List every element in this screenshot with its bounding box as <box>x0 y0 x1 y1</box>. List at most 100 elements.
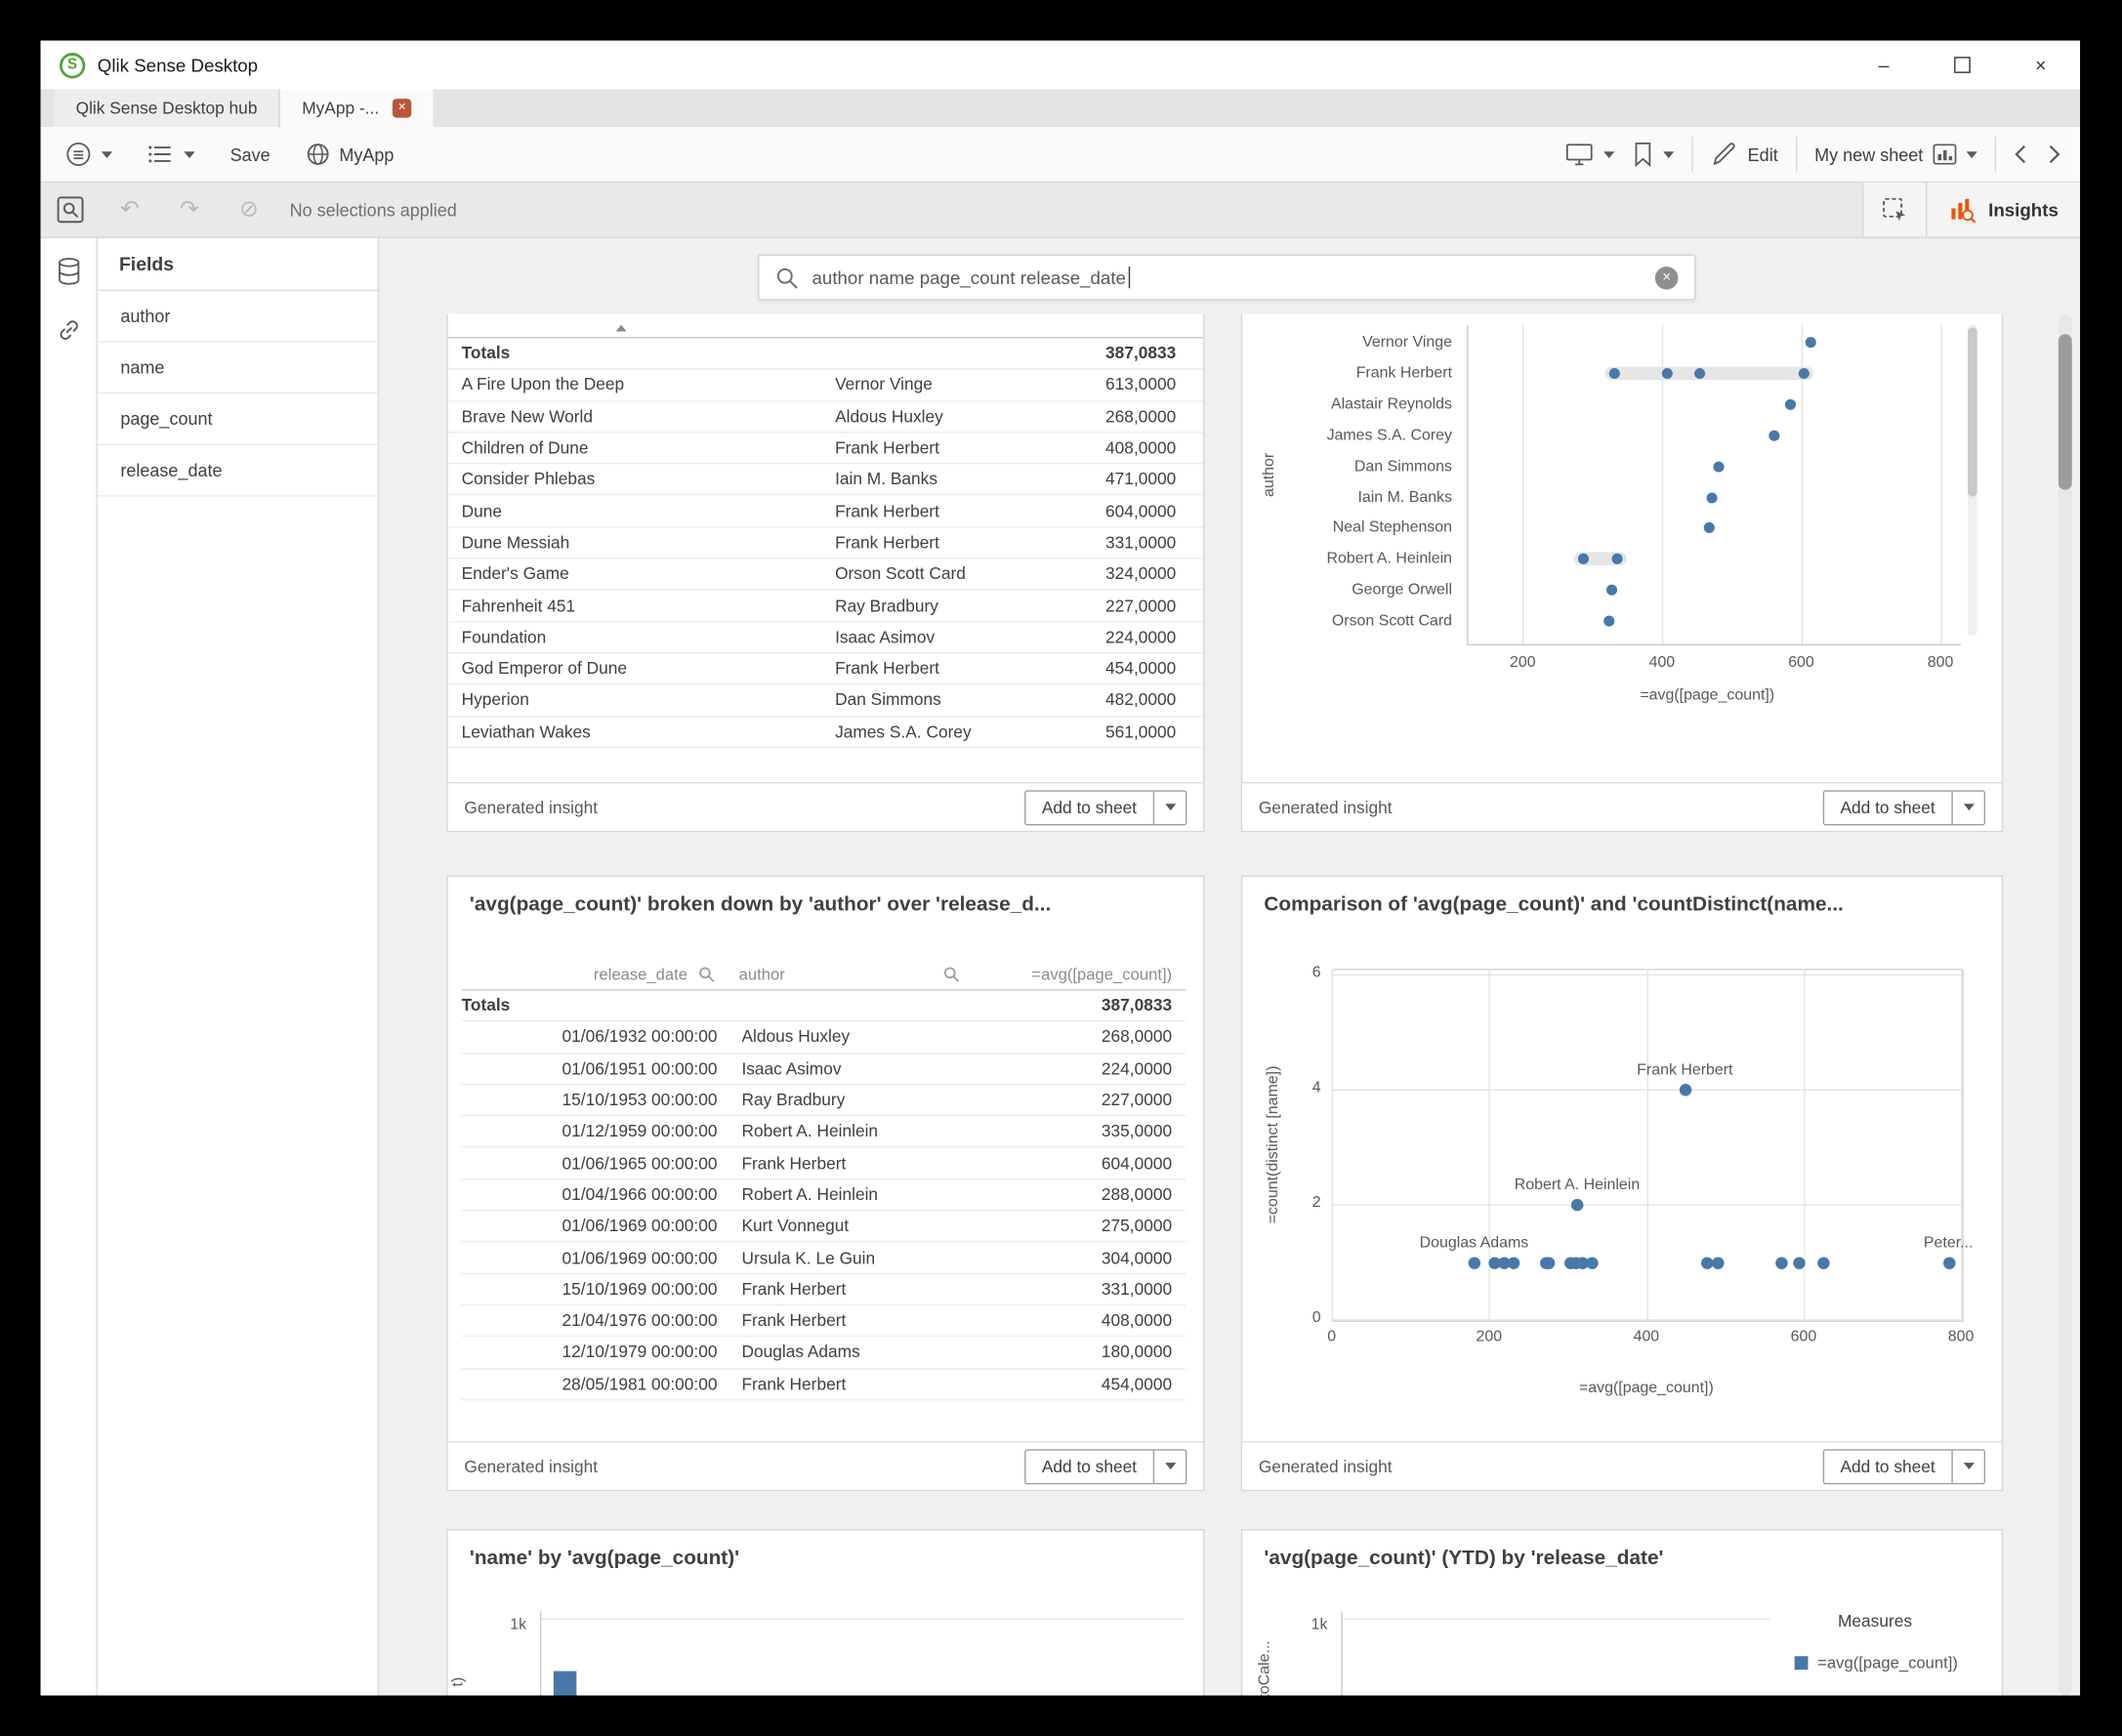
data-point[interactable] <box>1543 1256 1556 1269</box>
table-row[interactable]: 01/06/1951 00:00:00 Isaac Asimov 224,0000 <box>461 1054 1186 1086</box>
sheet-list-button[interactable] <box>147 144 195 165</box>
data-point[interactable] <box>1785 398 1797 410</box>
data-point[interactable] <box>1679 1084 1692 1096</box>
bookmark-button[interactable] <box>1633 141 1675 168</box>
nav-menu-button[interactable] <box>65 141 113 168</box>
data-point[interactable] <box>1805 337 1816 349</box>
selections-search-button[interactable] <box>41 183 101 236</box>
present-button[interactable] <box>1565 141 1615 168</box>
table-row[interactable]: NeuromancerWilliam Gibson271,0000 <box>448 748 1203 750</box>
table-row[interactable]: 12/10/1979 00:00:00 Douglas Adams 180,0000 <box>461 1338 1186 1369</box>
y-category-label[interactable]: Robert A. Heinlein <box>1326 551 1453 568</box>
table-row[interactable]: 01/06/1969 00:00:00 Kurt Vonnegut 275,0000 <box>461 1211 1186 1243</box>
y-category-label[interactable]: Orson Scott Card <box>1331 612 1453 630</box>
table-row[interactable]: Fahrenheit 451 Ray Bradbury 227,0000 <box>447 591 1204 623</box>
field-item-page_count[interactable]: page_count <box>97 393 378 445</box>
table-row[interactable]: 01/06/1932 00:00:00 Aldous Huxley 268,0000 <box>461 1022 1186 1054</box>
column-search-icon[interactable] <box>943 966 960 982</box>
tab-close-icon[interactable]: × <box>393 99 412 118</box>
sheet-selector[interactable]: My new sheet <box>1814 144 1977 165</box>
undo-button[interactable]: ↶ <box>101 183 160 236</box>
table-row[interactable]: 28/05/1981 00:00:00 Frank Herbert 454,0000 <box>461 1369 1186 1401</box>
tab-myapp[interactable]: MyApp -... × <box>280 89 434 128</box>
data-point[interactable] <box>1703 522 1715 534</box>
table-row[interactable]: 01/06/1969 00:00:00 Ursula K. Le Guin 304,… <box>461 1243 1186 1275</box>
table-row[interactable]: Dune Frank Herbert 604,0000 <box>447 496 1204 528</box>
table-row[interactable]: 01/12/1959 00:00:00 Robert A. Heinlein 335… <box>461 1117 1186 1148</box>
window-maximize-button[interactable] <box>1923 41 2001 90</box>
add-to-sheet-button[interactable]: Add to sheet <box>1041 797 1138 817</box>
data-point[interactable] <box>1608 367 1620 379</box>
y-category-label[interactable]: George Orwell <box>1352 582 1453 599</box>
data-point[interactable] <box>1816 1256 1830 1269</box>
column-search-icon[interactable] <box>698 966 715 982</box>
y-category-label[interactable]: James S.A. Corey <box>1326 427 1453 444</box>
window-minimize-button[interactable]: – <box>1878 54 1890 76</box>
data-point[interactable] <box>1578 554 1590 565</box>
next-sheet-button[interactable] <box>2048 144 2061 165</box>
data-point[interactable] <box>1711 1256 1725 1269</box>
data-point[interactable] <box>1705 491 1718 503</box>
tab-hub[interactable]: Qlik Sense Desktop hub <box>54 89 281 128</box>
scrollbar-track[interactable] <box>2058 313 2072 1696</box>
field-item-name[interactable]: name <box>97 343 378 394</box>
field-item-release_date[interactable]: release_date <box>97 445 378 497</box>
table-row[interactable]: 01/07/1984 00:00:00William Gibson271,000… <box>462 1400 1186 1404</box>
redo-button[interactable]: ↷ <box>160 183 220 236</box>
data-point[interactable] <box>1605 584 1618 597</box>
legend-item[interactable]: =avg([page_count]) <box>1794 1653 1958 1673</box>
data-point[interactable] <box>1577 1256 1590 1269</box>
data-point[interactable] <box>1792 1256 1806 1269</box>
data-point[interactable] <box>1610 554 1623 565</box>
data-point[interactable] <box>1571 1198 1584 1212</box>
table-row[interactable]: Children of Dune Frank Herbert 408,0000 <box>447 433 1204 465</box>
window-close-button[interactable]: × <box>2035 54 2047 76</box>
table-row[interactable]: Dune Messiah Frank Herbert 331,0000 <box>447 527 1204 559</box>
edit-button[interactable]: Edit <box>1711 141 1778 168</box>
table-header-clipped[interactable] <box>447 314 1204 339</box>
insights-toggle[interactable]: Insights <box>1926 183 2081 237</box>
table-row[interactable]: Ender's Game Orson Scott Card 324,0000 <box>447 558 1204 591</box>
table-row[interactable]: Foundation Isaac Asimov 224,0000 <box>447 622 1204 654</box>
table-row[interactable]: 01/04/1966 00:00:00 Robert A. Heinlein 288… <box>461 1179 1186 1212</box>
scrollbar-thumb[interactable] <box>2058 334 2072 490</box>
table-row[interactable]: Brave New World Aldous Huxley 268,0000 <box>447 401 1204 434</box>
table-row[interactable]: 01/06/1965 00:00:00 Frank Herbert 604,0000 <box>461 1148 1186 1180</box>
data-point[interactable] <box>1942 1256 1956 1269</box>
data-point[interactable] <box>1468 1256 1481 1269</box>
data-point[interactable] <box>1662 367 1674 379</box>
data-point[interactable] <box>1693 367 1705 379</box>
table-row[interactable]: A Fire Upon the Deep Vernor Vinge 613,0000 <box>447 370 1204 402</box>
y-category-label[interactable]: Dan Simmons <box>1353 458 1453 475</box>
selections-tool-button[interactable] <box>1862 183 1927 237</box>
table-row[interactable]: Leviathan Wakes James S.A. Corey 561,0000 <box>447 717 1204 749</box>
table-row[interactable]: 21/04/1976 00:00:00 Frank Herbert 408,0000 <box>461 1305 1186 1338</box>
chart-scrollbar-thumb[interactable] <box>1968 327 1977 497</box>
table-row[interactable]: Consider Phlebas Iain M. Banks 471,0000 <box>447 465 1204 496</box>
save-button[interactable]: Save <box>230 145 270 165</box>
column-header-release-date[interactable]: release_date <box>462 964 728 983</box>
data-point[interactable] <box>1508 1256 1520 1269</box>
link-button[interactable] <box>55 316 82 344</box>
search-query[interactable]: author name page_count release_date <box>811 267 1126 288</box>
data-point[interactable] <box>1586 1256 1600 1269</box>
add-to-sheet-button[interactable]: Add to sheet <box>1840 1456 1935 1476</box>
bar[interactable] <box>553 1671 577 1696</box>
table-row[interactable]: 15/10/1969 00:00:00 Frank Herbert 331,0000 <box>461 1274 1186 1306</box>
table-row[interactable]: 15/10/1953 00:00:00 Ray Bradbury 227,0000 <box>461 1085 1186 1117</box>
data-point[interactable] <box>1488 1256 1502 1269</box>
column-header-measure[interactable]: =avg([page_count]) <box>1031 964 1173 983</box>
data-point[interactable] <box>1768 430 1780 441</box>
table-row[interactable]: Hyperion Dan Simmons 482,0000 <box>447 685 1204 717</box>
add-to-sheet-caret[interactable] <box>1152 1449 1186 1483</box>
y-category-label[interactable]: Neal Stephenson <box>1332 519 1453 537</box>
column-header-author[interactable]: author <box>728 964 974 983</box>
clear-selections-button[interactable]: ⊘ <box>220 183 279 236</box>
add-to-sheet-button[interactable]: Add to sheet <box>1041 1456 1138 1476</box>
clear-search-button[interactable]: × <box>1654 266 1679 289</box>
y-category-label[interactable]: Frank Herbert <box>1355 365 1453 382</box>
data-model-button[interactable] <box>55 257 82 286</box>
data-point[interactable] <box>1498 1256 1511 1269</box>
data-point[interactable] <box>1713 461 1725 473</box>
data-point[interactable] <box>1603 615 1615 627</box>
